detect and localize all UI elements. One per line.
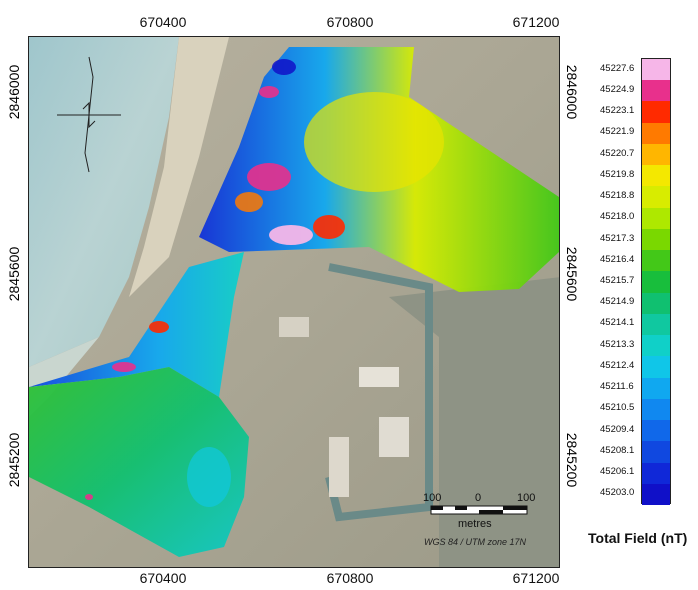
legend-swatch	[642, 165, 670, 187]
legend-swatch	[642, 80, 670, 102]
legend-swatch	[642, 335, 670, 357]
legend-swatch	[642, 420, 670, 442]
legend-tick-label: 45220.7	[600, 147, 635, 159]
legend-tick-label: 45219.8	[600, 168, 635, 180]
scale-label-left: 100	[423, 492, 442, 504]
survey-grid-south	[29, 367, 249, 557]
legend-swatch	[642, 207, 670, 230]
north-arrow-icon	[57, 56, 121, 173]
beach-strip	[129, 37, 229, 297]
legend-color-bar	[641, 58, 671, 506]
y-tick-right-3: 2845200	[564, 432, 580, 488]
map-view[interactable]	[28, 36, 560, 568]
legend-tick-label: 45216.4	[600, 253, 635, 265]
y-tick-right-2: 2845600	[564, 246, 580, 302]
scale-units: metres	[458, 518, 492, 530]
scale-label-center: 0	[475, 492, 482, 504]
legend-swatch	[642, 186, 670, 209]
sea-area	[29, 37, 179, 367]
legend-swatch	[642, 441, 670, 464]
legend-title: Total Field (nT)	[588, 530, 688, 546]
legend-tick-label: 45206.1	[600, 466, 635, 478]
anomaly-peak	[235, 192, 263, 212]
anomaly-peak	[259, 86, 279, 98]
x-tick-top-3: 671200	[512, 14, 560, 30]
building	[279, 317, 309, 337]
y-tick-right-1: 2846000	[564, 64, 580, 120]
legend-swatch	[642, 271, 670, 294]
legend-tick-label: 45224.9	[600, 83, 635, 95]
legend-tick-label: 45209.4	[600, 423, 635, 435]
legend-swatch	[642, 462, 670, 485]
legend-swatch	[642, 398, 670, 421]
building	[359, 367, 399, 387]
legend-swatch	[642, 250, 670, 272]
legend-tick-label: 45223.1	[600, 105, 635, 117]
x-tick-top-2: 670800	[326, 14, 374, 30]
legend-swatch	[642, 59, 670, 81]
anomaly-peak	[247, 163, 291, 191]
legend-tick-label: 45214.9	[600, 296, 635, 308]
anomaly-peak	[149, 321, 169, 333]
legend-swatch	[642, 122, 670, 145]
scale-bar	[430, 505, 528, 515]
legend-tick-label: 45215.7	[600, 275, 635, 286]
legend-tick-label: 45208.1	[600, 444, 635, 456]
anomaly-peak	[112, 362, 136, 372]
anomaly-low-zone	[187, 447, 231, 507]
anomaly-peak	[85, 494, 93, 500]
x-tick-bottom-1: 670400	[139, 570, 187, 586]
projection-label: WGS 84 / UTM zone 17N	[424, 537, 527, 547]
legend-swatch	[642, 377, 670, 400]
legend-swatch	[642, 313, 670, 336]
survey-grid-channel	[29, 252, 244, 397]
scale-label-right: 100	[517, 492, 536, 504]
legend-swatch	[642, 292, 670, 315]
legend-tick-label: 45217.3	[600, 232, 635, 244]
y-tick-left-2: 2845600	[6, 246, 22, 302]
x-tick-bottom-3: 671200	[512, 570, 560, 586]
legend-swatch	[642, 483, 670, 506]
anomaly-peak	[313, 215, 345, 239]
building	[329, 437, 349, 497]
legend-tick-label: 45213.3	[600, 338, 635, 350]
y-tick-left-3: 2845200	[6, 432, 22, 488]
anomaly-high-zone	[304, 92, 444, 192]
legend-swatch	[642, 101, 670, 124]
legend-tick-label: 45221.9	[600, 126, 635, 138]
legend-tick-label: 45227.6	[600, 62, 635, 74]
wetland-area	[389, 277, 559, 567]
legend-tick-label: 45210.5	[600, 402, 635, 414]
legend-tick-label: 45211.6	[600, 381, 634, 393]
x-tick-top-1: 670400	[139, 14, 187, 30]
y-tick-left-1: 2846000	[6, 64, 22, 120]
legend-swatch	[642, 143, 670, 166]
x-tick-bottom-2: 670800	[326, 570, 374, 586]
building	[379, 417, 409, 457]
anomaly-low	[272, 59, 296, 75]
canal	[325, 263, 433, 522]
map-canvas	[29, 37, 559, 567]
anomaly-peak	[269, 225, 313, 245]
legend-tick-label: 45218.0	[600, 211, 635, 223]
legend-swatch	[642, 356, 670, 379]
legend-tick-label: 45212.4	[600, 359, 635, 371]
legend-tick-label: 45203.0	[600, 487, 635, 499]
legend-tick-label: 45218.8	[600, 190, 635, 202]
legend-swatch	[642, 228, 670, 251]
legend-tick-label: 45214.1	[600, 317, 635, 329]
